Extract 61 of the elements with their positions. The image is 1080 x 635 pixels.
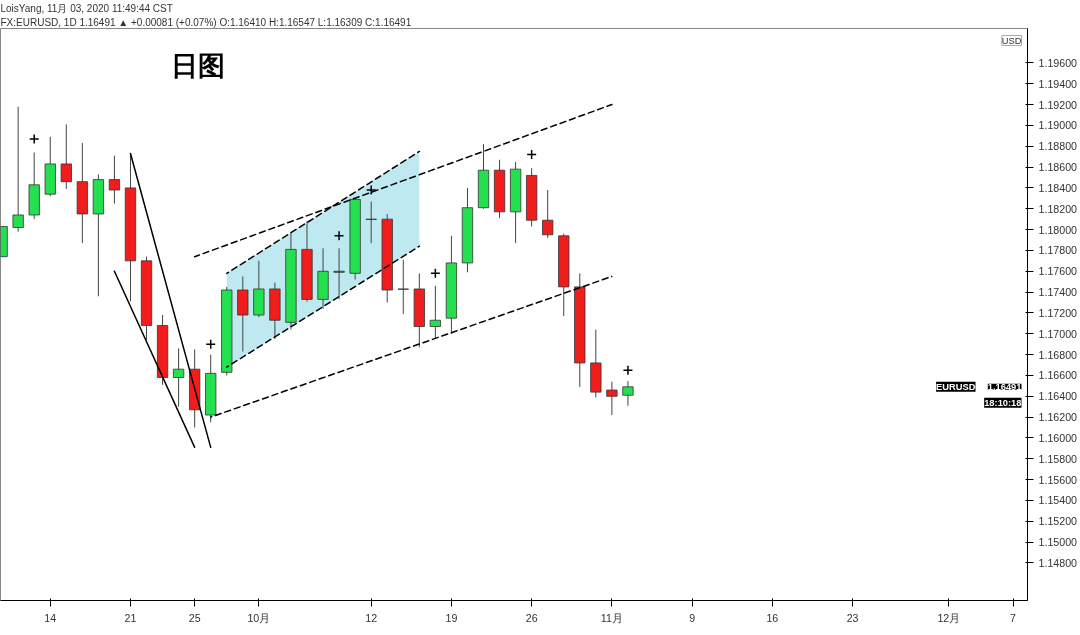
y-tick-label: 1.18800 [1038,140,1078,153]
y-tick-label: 1.19200 [1038,98,1078,111]
x-tick-label: 14 [44,611,57,624]
y-tick-label: 1.19000 [1038,119,1078,132]
y-tick-label: 1.15600 [1038,473,1078,486]
candlestick [622,380,634,407]
y-tick-label: 1.19400 [1038,77,1078,90]
y-tick-label: 1.18600 [1038,161,1078,174]
y-tick-label: 1.16200 [1038,411,1078,424]
candlestick [542,189,554,239]
annotation: USD [1001,35,1022,46]
candlestick [108,155,121,205]
x-tick-label: 23 [846,611,859,624]
y-tick-label: 1.16800 [1038,348,1078,361]
y-tick-label: 1.16600 [1038,369,1078,382]
y-tick-label: 1.17800 [1038,244,1078,257]
x-tick-label: 12月 [937,611,961,624]
annotation: 18:10:18 [984,397,1022,408]
x-tick-label: 12 [365,611,378,624]
point [622,364,634,376]
candlestick [60,123,72,190]
y-tick-label: 1.14800 [1038,556,1078,569]
candlestick [12,106,24,233]
x-tick-label: 25 [188,611,201,624]
x-tick-label: 9 [689,611,696,624]
y-tick-label: 1.17400 [1038,286,1078,299]
chart-subtitle: LoisYang, 11月 03, 2020 11:49:44 CST [0,2,173,14]
candlestick [606,381,618,416]
y-tick-label: 1.15200 [1038,515,1078,528]
y-tick-label: 1.18000 [1038,223,1078,236]
x-tick-label: 11月 [600,611,623,624]
point [205,338,216,350]
candlestick [397,259,409,315]
point [365,184,377,196]
x-tick-label: 16 [766,611,779,624]
annotation: EURUSD [936,381,976,392]
y-tick-label: 1.15000 [1038,536,1078,549]
y-tick-label: 1.17000 [1038,327,1078,340]
y-tick-label: 1.15800 [1038,452,1078,465]
y-tick-label: 1.18200 [1038,202,1078,215]
x-tick-label: 19 [445,611,458,624]
y-tick-label: 1.16000 [1038,431,1078,444]
x-tick-label: 7 [1010,611,1017,624]
y-tick-label: 1.19600 [1038,56,1078,69]
candlestick [333,247,345,300]
y-tick-label: 1.15400 [1038,494,1078,507]
y-tick-label: 1.17600 [1038,265,1078,278]
candlestick [365,200,377,244]
x-tick-label: 26 [525,611,538,624]
y-tick-label: 1.17200 [1038,306,1078,319]
y-tick-label: 1.18400 [1038,181,1078,194]
candlestick [429,285,441,340]
candlestick [173,347,185,408]
x-tick-label: 21 [124,611,137,624]
y-tick-label: 1.16400 [1038,390,1078,403]
text: FX:EURUSD, 1D 1.16491 ▲ +0.00081 (+0.07%) O:1.16410 H:1.16547 L:1.16309 C:1.16491 [0,16,412,28]
x-tick-label: 10月 [247,611,271,624]
text: 日图 [170,50,225,81]
point [28,133,40,145]
annotation: 1.16491 [987,381,1022,392]
point [333,230,345,242]
